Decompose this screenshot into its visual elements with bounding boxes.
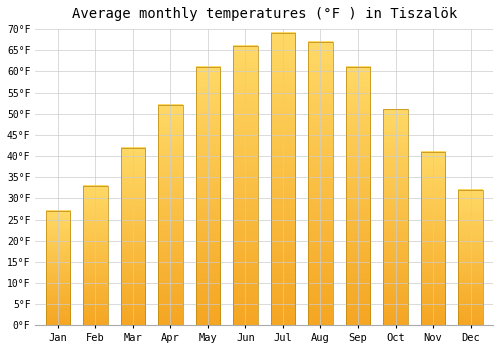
Title: Average monthly temperatures (°F ) in Tiszalök: Average monthly temperatures (°F ) in Ti… (72, 7, 457, 21)
Bar (46, 211, 70, 326)
Bar (384, 110, 407, 326)
Bar (421, 152, 445, 326)
Bar (308, 42, 332, 326)
Bar (233, 46, 258, 326)
Bar (158, 105, 182, 326)
Bar (120, 148, 145, 326)
Bar (458, 190, 482, 326)
Bar (270, 33, 295, 326)
Bar (346, 67, 370, 326)
Bar (196, 67, 220, 326)
Bar (83, 186, 108, 326)
